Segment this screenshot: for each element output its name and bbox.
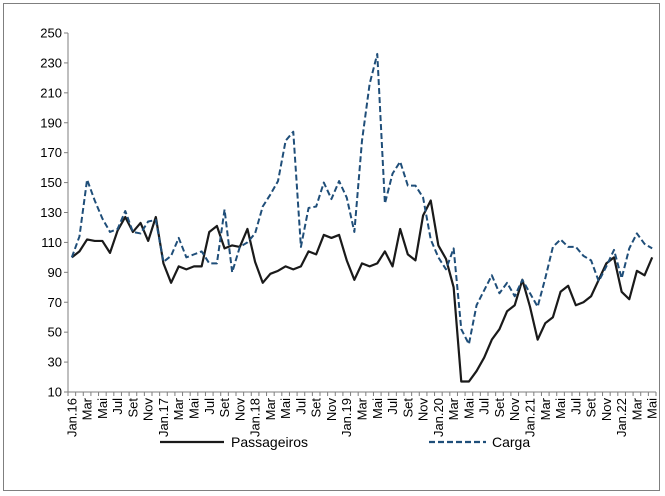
- legend: Passageiros Carga: [160, 434, 530, 450]
- x-tick-label: Mar: [355, 397, 370, 420]
- x-tick-label: Mar: [629, 397, 644, 420]
- x-tick-label: Mai: [278, 398, 293, 419]
- y-tick-label: 170: [40, 145, 62, 160]
- x-tick-label: Mar: [263, 397, 278, 420]
- x-tick-label: Jan.22: [614, 398, 629, 437]
- x-tick-label: Nov: [232, 398, 247, 422]
- y-tick-label: 210: [40, 85, 62, 100]
- x-tick-label: Nov: [599, 398, 614, 422]
- x-tick-label: Mai: [645, 398, 660, 419]
- x-tick-label: Mai: [187, 398, 202, 419]
- x-tick-label: Nov: [141, 398, 156, 422]
- y-tick-label: 10: [48, 385, 62, 400]
- x-tick-label: Nov: [416, 398, 431, 422]
- x-tick-label: Mar: [80, 397, 95, 420]
- series-lines: [70, 52, 654, 383]
- y-tick-label: 70: [48, 295, 62, 310]
- x-tick-label: Mar: [538, 397, 553, 420]
- legend-label-passageiros: Passageiros: [231, 434, 308, 450]
- x-tick-label: Mai: [553, 398, 568, 419]
- x-tick-label: Mar: [446, 397, 461, 420]
- x-tick-label: Nov: [507, 398, 522, 422]
- y-axis-ticks: 10 30 50 70 90 110 130 150 170 190 210 230 250: [40, 26, 68, 400]
- y-tick-label: 110: [41, 235, 62, 250]
- x-tick-label: Set: [309, 398, 324, 418]
- x-tick-label: Jan.20: [431, 398, 446, 437]
- x-tick-label: Nov: [324, 398, 339, 422]
- x-tick-label: Mar: [171, 397, 186, 420]
- x-tick-label: Jan.21: [523, 398, 538, 437]
- x-tick-label: Set: [217, 398, 232, 418]
- x-tick-label: Mai: [461, 398, 476, 419]
- y-tick-label: 250: [40, 26, 62, 41]
- x-tick-label: Set: [584, 398, 599, 418]
- x-tick-label: Jan.16: [64, 398, 79, 437]
- x-tick-label: Set: [492, 398, 507, 418]
- y-tick-label: 90: [48, 265, 62, 280]
- x-tick-label: Jan.17: [156, 398, 171, 437]
- y-tick-label: 50: [48, 325, 62, 340]
- legend-label-carga: Carga: [492, 434, 530, 450]
- x-tick-label: Jul: [568, 398, 583, 415]
- y-tick-label: 30: [48, 355, 62, 370]
- axes: [67, 33, 656, 393]
- x-tick-label: Set: [400, 398, 415, 418]
- x-tick-label: Set: [125, 398, 140, 418]
- x-tick-label: Jan.18: [248, 398, 263, 437]
- x-tick-label: Mai: [370, 398, 385, 419]
- x-tick-label: Jul: [293, 398, 308, 415]
- x-tick-label: Mai: [95, 398, 110, 419]
- series-line-carga: [70, 52, 653, 346]
- y-tick-label: 150: [40, 175, 62, 190]
- y-tick-label: 130: [40, 205, 62, 220]
- x-tick-label: Jul: [477, 398, 492, 415]
- x-tick-label: Jul: [385, 398, 400, 415]
- x-axis-ticks: Jan.16 Mar Mai Jul Set Nov Jan.17 Mar Mai Jul Set N…: [64, 392, 660, 437]
- y-tick-label: 190: [40, 115, 62, 130]
- x-tick-label: Jul: [202, 398, 217, 415]
- y-tick-label: 230: [40, 55, 62, 70]
- x-tick-label: Jan.19: [339, 398, 354, 437]
- series-line-passageiros: [71, 199, 654, 383]
- x-tick-label: Jul: [110, 398, 125, 415]
